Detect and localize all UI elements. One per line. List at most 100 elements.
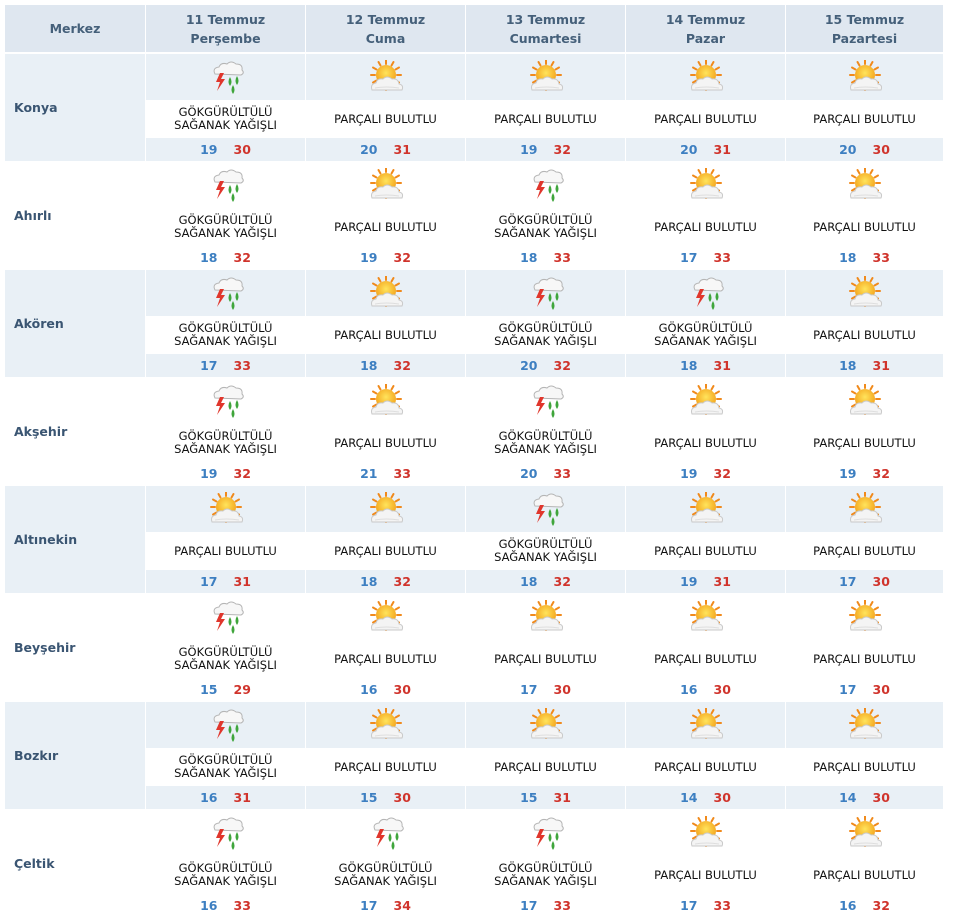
min-temperature: 18 — [360, 574, 378, 589]
condition-text: GÖKGÜRÜLTÜLÜ SAĞANAK YAĞIŞLI — [466, 856, 625, 894]
condition-label: PARÇALI BULUTLU — [494, 760, 597, 774]
condition-line-1: GÖKGÜRÜLTÜLÜ — [498, 429, 593, 443]
temperature-range: 19 31 — [626, 570, 785, 593]
thunderstorm-rain-icon — [466, 162, 625, 208]
condition-line-1: PARÇALI BULUTLU — [334, 327, 437, 342]
condition-text: GÖKGÜRÜLTÜLÜ SAĞANAK YAĞIŞLI — [466, 316, 625, 354]
day-weekday: Pazar — [685, 30, 726, 46]
partly-cloudy-icon — [306, 270, 465, 316]
min-temperature: 14 — [839, 790, 857, 805]
condition-text: GÖKGÜRÜLTÜLÜ SAĞANAK YAĞIŞLI — [146, 748, 305, 786]
condition-label: PARÇALI BULUTLU — [813, 435, 916, 450]
condition-line-2: SAĞANAK YAĞIŞLI — [494, 550, 597, 564]
day-date: 12 Temmuz — [345, 11, 426, 27]
max-temperature: 30 — [872, 142, 890, 157]
condition-label: PARÇALI BULUTLU — [813, 111, 916, 126]
thunderstorm-rain-icon — [146, 54, 305, 100]
max-temperature: 32 — [872, 466, 890, 481]
condition-text: PARÇALI BULUTLU — [466, 748, 625, 786]
max-temperature: 33 — [713, 250, 731, 265]
temperature-range: 18 32 — [306, 570, 465, 593]
condition-text: PARÇALI BULUTLU — [626, 856, 785, 894]
condition-line-1: GÖKGÜRÜLTÜLÜ — [178, 429, 273, 443]
partly-cloudy-icon — [786, 810, 943, 856]
max-temperature: 31 — [872, 358, 890, 373]
condition-text: PARÇALI BULUTLU — [626, 532, 785, 570]
condition-label: PARÇALI BULUTLU — [334, 220, 437, 234]
min-temperature: 17 — [839, 574, 857, 589]
condition-label: PARÇALI BULUTLU — [654, 220, 757, 234]
condition-line-2: SAĞANAK YAĞIŞLI — [174, 334, 277, 348]
condition-label: PARÇALI BULUTLU — [654, 759, 757, 774]
partly-cloudy-icon — [786, 702, 943, 748]
condition-text: PARÇALI BULUTLU — [306, 532, 465, 570]
max-temperature: 33 — [393, 466, 411, 481]
max-temperature: 33 — [233, 898, 251, 913]
thunderstorm-rain-icon — [306, 810, 465, 856]
max-temperature: 32 — [233, 466, 251, 481]
max-temperature: 30 — [233, 142, 251, 157]
condition-line-1: PARÇALI BULUTLU — [654, 867, 757, 882]
condition-line-1: PARÇALI BULUTLU — [654, 651, 757, 666]
condition-line-1: GÖKGÜRÜLTÜLÜ — [178, 645, 273, 659]
condition-line-1: PARÇALI BULUTLU — [813, 435, 916, 450]
condition-text: PARÇALI BULUTLU — [626, 748, 785, 786]
condition-label: GÖKGÜRÜLTÜLÜ SAĞANAK YAĞIŞLI — [494, 430, 597, 456]
temperature-range: 17 30 — [786, 570, 943, 593]
temperature-range: 17 31 — [146, 570, 305, 593]
condition-label: GÖKGÜRÜLTÜLÜ SAĞANAK YAĞIŞLI — [654, 322, 757, 348]
condition-line-2: SAĞANAK YAĞIŞLI — [174, 442, 277, 456]
temperature-range: 20 32 — [466, 354, 625, 377]
thunderstorm-rain-icon — [146, 810, 305, 856]
condition-line-1: PARÇALI BULUTLU — [334, 435, 437, 450]
condition-text: PARÇALI BULUTLU — [306, 424, 465, 462]
condition-text: GÖKGÜRÜLTÜLÜ SAĞANAK YAĞIŞLI — [146, 208, 305, 246]
min-temperature: 17 — [839, 682, 857, 697]
condition-text: PARÇALI BULUTLU — [786, 424, 943, 462]
min-temperature: 18 — [520, 250, 538, 265]
thunderstorm-rain-icon — [466, 270, 625, 316]
condition-label: PARÇALI BULUTLU — [813, 867, 916, 882]
min-temperature: 18 — [360, 358, 378, 373]
condition-label: PARÇALI BULUTLU — [813, 651, 916, 666]
condition-label: PARÇALI BULUTLU — [334, 760, 437, 774]
thunderstorm-rain-icon — [146, 702, 305, 748]
condition-text: GÖKGÜRÜLTÜLÜ SAĞANAK YAĞIŞLI — [146, 316, 305, 354]
temperature-range: 19 32 — [786, 462, 943, 485]
city-name: Akören — [5, 270, 145, 377]
partly-cloudy-icon — [626, 810, 785, 856]
max-temperature: 32 — [393, 358, 411, 373]
min-temperature: 19 — [200, 142, 218, 157]
min-temperature: 20 — [680, 142, 698, 157]
min-temperature: 17 — [680, 250, 698, 265]
condition-line-1: PARÇALI BULUTLU — [813, 867, 916, 882]
condition-line-1: PARÇALI BULUTLU — [813, 651, 916, 666]
min-temperature: 17 — [200, 574, 218, 589]
temperature-range: 15 30 — [306, 786, 465, 809]
thunderstorm-rain-icon — [626, 270, 785, 316]
max-temperature: 31 — [233, 790, 251, 805]
min-temperature: 18 — [520, 574, 538, 589]
condition-line-1: PARÇALI BULUTLU — [654, 111, 757, 126]
day-date: 13 Temmuz — [505, 11, 586, 27]
condition-text: PARÇALI BULUTLU — [306, 100, 465, 138]
partly-cloudy-icon — [786, 594, 943, 640]
min-temperature: 19 — [680, 466, 698, 481]
max-temperature: 31 — [713, 574, 731, 589]
min-temperature: 18 — [839, 358, 857, 373]
city-name: Akşehir — [5, 378, 145, 485]
temperature-range: 18 33 — [786, 246, 943, 269]
temperature-range: 15 29 — [146, 678, 305, 701]
condition-line-1: GÖKGÜRÜLTÜLÜ — [178, 753, 273, 767]
condition-line-1: PARÇALI BULUTLU — [334, 651, 437, 666]
condition-line-1: PARÇALI BULUTLU — [654, 759, 757, 774]
max-temperature: 31 — [553, 790, 571, 805]
condition-text: PARÇALI BULUTLU — [786, 316, 943, 354]
condition-line-2: SAĞANAK YAĞIŞLI — [174, 658, 277, 672]
condition-line-2: SAĞANAK YAĞIŞLI — [174, 874, 277, 888]
condition-label: GÖKGÜRÜLTÜLÜ SAĞANAK YAĞIŞLI — [174, 754, 277, 780]
condition-label: PARÇALI BULUTLU — [813, 220, 916, 234]
condition-line-1: PARÇALI BULUTLU — [813, 111, 916, 126]
condition-text: PARÇALI BULUTLU — [786, 748, 943, 786]
